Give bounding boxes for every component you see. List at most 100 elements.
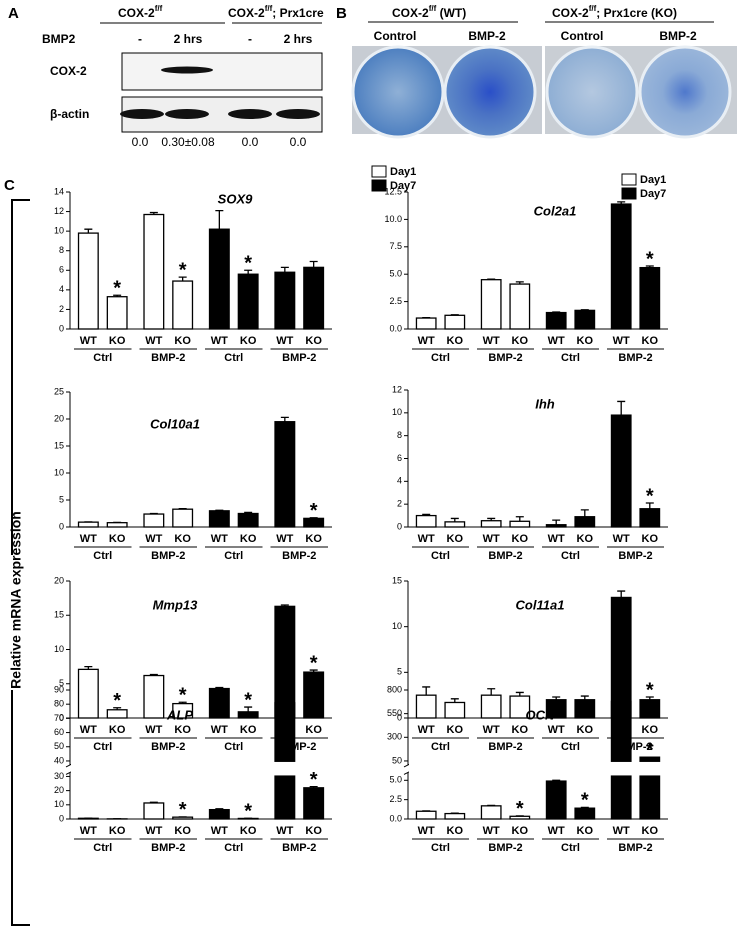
- legend-swatch: [371, 165, 387, 178]
- group-label: Ctrl: [93, 352, 112, 364]
- error-bar: [309, 517, 318, 519]
- y-tick-label: 8: [397, 430, 402, 440]
- significance: *: [646, 679, 654, 701]
- y-tick-label: 40: [54, 755, 64, 765]
- group-label: Ctrl: [93, 842, 112, 854]
- significance: *: [113, 690, 121, 712]
- y-tick-label: 15: [392, 575, 402, 585]
- y-tick-label: 5: [397, 667, 402, 677]
- bar: [509, 520, 531, 528]
- bar: [415, 694, 437, 719]
- x-tick-label: KO: [109, 825, 126, 837]
- bar: [237, 273, 259, 330]
- chart-title: Col2a1: [534, 203, 577, 218]
- bar: [639, 508, 661, 528]
- lane-label: 2 hrs: [284, 32, 313, 46]
- bar: [274, 421, 296, 528]
- well: [351, 45, 445, 139]
- error-bar: [215, 209, 224, 230]
- x-tick-label: WT: [145, 335, 162, 347]
- y-tick-label: 2.5: [389, 794, 402, 804]
- group-label: Ctrl: [224, 550, 243, 562]
- well: [443, 45, 537, 139]
- x-tick-label: WT: [418, 825, 435, 837]
- x-tick-label: KO: [642, 335, 659, 347]
- significance: *: [310, 500, 318, 522]
- x-tick-label: WT: [483, 825, 500, 837]
- group-label: Ctrl: [561, 352, 580, 364]
- x-tick-label: KO: [447, 335, 464, 347]
- error-bar: [580, 695, 589, 700]
- bar: [237, 512, 259, 528]
- bar: [545, 524, 567, 528]
- error-bar: [84, 228, 93, 234]
- y-tick-label: 50: [392, 755, 402, 765]
- error-bar: [309, 669, 318, 673]
- error-bar: [113, 707, 122, 710]
- quantification: 0.30±0.08: [161, 135, 215, 149]
- error-bar: [487, 517, 496, 521]
- group-header: COX-2f/f; Prx1cre: [228, 4, 324, 20]
- significance: *: [179, 685, 187, 707]
- band: [228, 109, 272, 119]
- x-tick-label: KO: [174, 335, 191, 347]
- group-label: Ctrl: [93, 550, 112, 562]
- bar: [237, 711, 259, 719]
- bar: [77, 521, 99, 528]
- significance: *: [113, 278, 121, 300]
- group-label: Ctrl: [561, 550, 580, 562]
- error-bar: [84, 665, 93, 670]
- bar: [545, 780, 567, 820]
- y-tick-label: 0: [59, 521, 64, 531]
- bar: [274, 271, 296, 330]
- error-bar: [178, 507, 187, 510]
- error-bar: [215, 686, 224, 689]
- panel-label: B: [336, 5, 347, 22]
- y-tick-label: 6: [397, 453, 402, 463]
- legend-swatch: [371, 179, 387, 192]
- y-tick-label: 550: [387, 708, 402, 718]
- error-bar: [280, 416, 289, 422]
- well-label: BMP-2: [468, 29, 506, 43]
- band: [120, 109, 164, 119]
- bar: [574, 516, 596, 528]
- x-tick-label: WT: [145, 825, 162, 837]
- row-label: COX-2: [50, 64, 87, 78]
- y-tick-label: 5.0: [389, 269, 402, 279]
- lane-label: 2 hrs: [174, 32, 203, 46]
- well-label: BMP-2: [659, 29, 697, 43]
- y-tick-label: 30: [54, 771, 64, 781]
- group-label: Ctrl: [561, 741, 580, 753]
- bar: [610, 700, 632, 820]
- x-tick-label: WT: [418, 724, 435, 736]
- group-label: BMP-2: [151, 550, 185, 562]
- legend-label: Day7: [640, 188, 666, 200]
- y-tick-label: 15: [54, 610, 64, 620]
- error-bar: [450, 517, 459, 522]
- bar: [143, 802, 165, 820]
- x-tick-label: KO: [240, 825, 257, 837]
- y-tick-label: 0: [397, 521, 402, 531]
- bar: [208, 510, 230, 528]
- x-tick-label: KO: [642, 724, 659, 736]
- group-label: BMP-2: [618, 352, 652, 364]
- chart-title: Col10a1: [150, 416, 200, 431]
- y-tick-label: 20: [54, 785, 64, 795]
- y-tick-label: 0: [59, 813, 64, 823]
- break-gap: [409, 761, 669, 776]
- lane-label: -: [138, 32, 142, 46]
- error-bar: [149, 211, 158, 215]
- chart-title: Mmp13: [153, 597, 199, 612]
- legend-swatch: [621, 173, 637, 186]
- x-tick-label: WT: [211, 825, 228, 837]
- group-label: BMP-2: [151, 741, 185, 753]
- y-tick-label: 10: [54, 799, 64, 809]
- x-tick-label: KO: [577, 335, 594, 347]
- bar: [610, 596, 632, 719]
- bar: [143, 213, 165, 330]
- x-tick-label: WT: [483, 335, 500, 347]
- x-tick-label: WT: [211, 724, 228, 736]
- y-tick-label: 6: [59, 265, 64, 275]
- error-bar: [178, 701, 187, 704]
- chart-title: Col11a1: [516, 597, 565, 612]
